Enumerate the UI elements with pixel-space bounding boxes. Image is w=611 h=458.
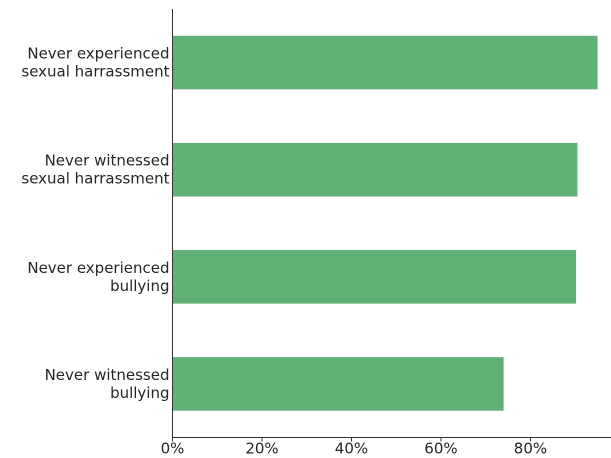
x-tick-label-1: 20% [245,440,278,458]
category-label-line: bullying [110,277,169,295]
bar-3 [172,357,504,411]
category-label-0: Never experienced sexual harrassment [21,45,169,81]
bar-2 [172,250,577,304]
category-label-1: Never witnessed sexual harrassment [21,152,169,188]
x-axis-ticks: 0% 20% 40% 60% 80% [161,437,547,458]
category-label-line: sexual harrassment [21,170,169,188]
category-label-line: sexual harrassment [21,63,169,81]
category-label-line: Never experienced [27,259,169,277]
bar-0 [172,35,598,90]
bars-group [172,35,598,411]
category-label-line: bullying [110,384,169,402]
x-tick-label-3: 60% [424,440,457,458]
bar-1 [172,142,578,197]
category-labels: Never experienced sexual harrassmentNever… [21,45,169,402]
category-label-line: Never experienced [27,45,169,63]
category-label-line: Never witnessed [45,152,170,170]
x-tick-label-4: 80% [514,440,547,458]
category-label-2: Never experienced bullying [27,259,169,295]
x-tick-label-0: 0% [161,440,185,458]
category-label-line: Never witnessed [45,366,170,384]
x-tick-label-2: 40% [335,440,368,458]
category-label-3: Never witnessed bullying [45,366,170,402]
